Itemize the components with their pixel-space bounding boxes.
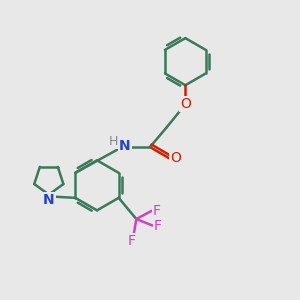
Text: F: F	[128, 234, 136, 248]
Text: O: O	[180, 98, 191, 111]
Text: N: N	[43, 193, 55, 207]
Text: N: N	[119, 139, 131, 153]
Text: F: F	[153, 204, 161, 218]
Text: H: H	[109, 135, 119, 148]
Text: F: F	[154, 218, 162, 233]
Text: O: O	[170, 151, 181, 165]
